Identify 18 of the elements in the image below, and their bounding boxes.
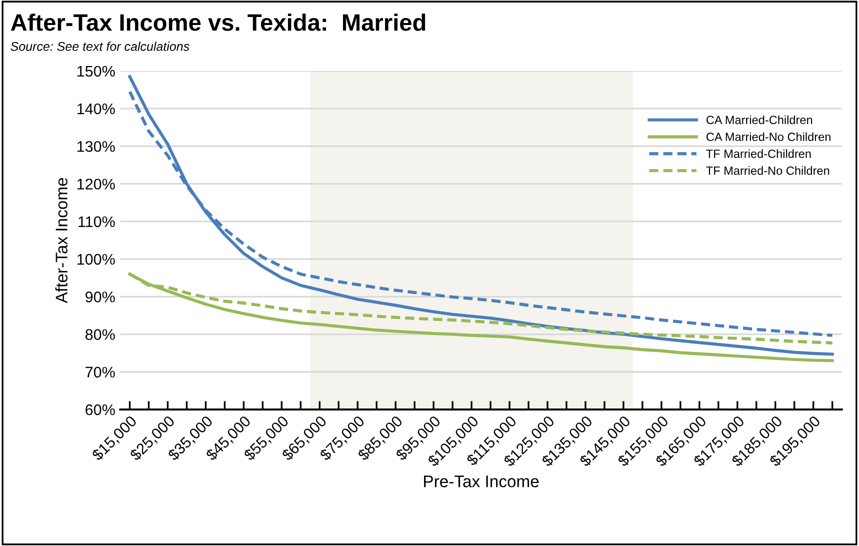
y-tick-label: 70% [86, 366, 115, 378]
chart-subtitle: Source: See text for calculations [10, 42, 190, 51]
y-tick-label: 90% [86, 292, 115, 302]
x-axis-title: Pre-Tax Income [424, 476, 539, 488]
y-tick-label: 60% [86, 404, 115, 416]
legend-label: CA Married-Children [706, 115, 812, 124]
y-tick-label: 100% [77, 254, 115, 265]
y-tick-label: 110% [78, 216, 115, 228]
y-tick-label: 80% [85, 329, 115, 340]
y-tick-label: 150% [77, 66, 115, 77]
y-tick-label: 120% [77, 178, 115, 190]
y-tick-label: 130% [77, 141, 115, 152]
legend-label: CA Married-No Children [706, 132, 830, 142]
legend-label: TF Married-No Children [706, 166, 830, 175]
y-axis-title: After-Tax Income [55, 178, 68, 304]
y-tick-label: 140% [77, 103, 115, 114]
legend-label: TF Married-Children [706, 149, 811, 158]
chart-title: After-Tax Income vs. Texida: Married [10, 14, 426, 31]
